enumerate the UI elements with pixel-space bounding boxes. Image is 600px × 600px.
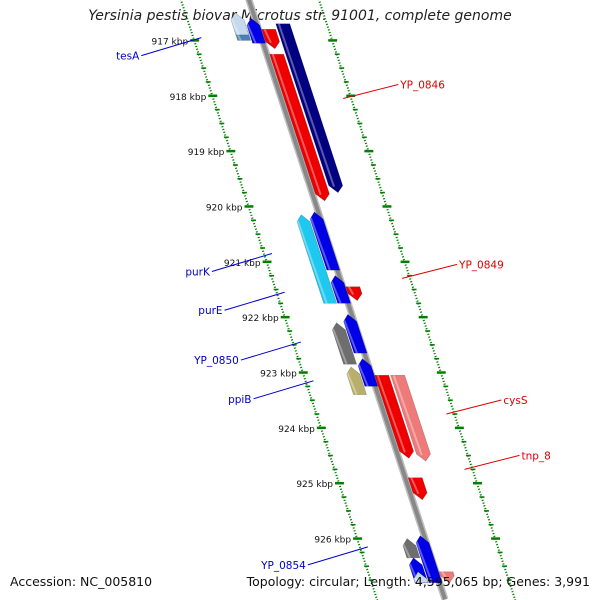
gene-feature[interactable] [345,286,363,302]
kbp-tick-label: 926 kbp [314,536,351,546]
gene-label[interactable]: tesA [116,51,140,63]
gene-feature[interactable] [415,535,443,584]
accession-value: NC_005810 [80,574,153,589]
gene-label[interactable]: YP_0846 [399,80,445,92]
gene-feature[interactable] [407,477,428,501]
gene-feature[interactable] [309,211,341,271]
gene-label[interactable]: YP_0854 [260,560,306,572]
gene-feature-highlight [376,374,406,453]
gene-feature-highlight [357,364,369,387]
gene-feature-highlight [392,374,423,456]
accession-text: Accession: NC_005810 [10,574,152,589]
gene-label[interactable]: ppiB [228,394,251,406]
gene-feature[interactable] [357,358,379,387]
map-title: Yersinia pestis biovar Microtus str. 910… [88,8,512,24]
gene-feature-highlight [271,53,322,196]
gene-labels: tesA YP_0846 purK YP_0849 purE YP_0850 ppiB cys… [116,37,551,572]
gene-label-leader [253,380,314,400]
kbp-tick-label: 917 kbp [152,37,189,47]
kbp-tick-label: 919 kbp [188,148,225,158]
gene-features [230,12,455,584]
kbp-tick-label: 920 kbp [206,203,243,213]
gene-feature-highlight [277,23,335,187]
gene-label[interactable]: tnp_8 [521,450,550,462]
gene-label-leader [224,291,285,311]
kbp-tick-label: 921 kbp [224,259,261,269]
gene-feature[interactable] [261,29,280,50]
kbp-tick-label: 924 kbp [278,425,315,435]
gene-feature-highlight [347,286,355,296]
kbp-tick-label: 923 kbp [260,370,297,380]
gene-label-leader [307,546,368,566]
gene-label[interactable]: purE [198,305,222,317]
kbp-tick-label: 922 kbp [242,314,279,324]
gene-label-leader [141,37,202,57]
accession-label: Accession: [10,574,77,589]
gene-feature-highlight [263,28,272,44]
gene-feature-highlight [402,544,411,559]
gene-feature[interactable] [346,366,367,395]
gene-label[interactable]: purK [185,267,211,279]
genome-summary: Topology: circular; Length: 4,595,065 bp… [246,574,590,589]
gene-feature-highlight [346,372,358,396]
gene-feature-highlight [415,541,434,584]
gene-label-leader [211,253,273,272]
gene-feature-highlight [441,571,447,578]
gene-feature[interactable] [269,53,330,202]
gene-feature-highlight [296,220,328,304]
gene-label-leader [343,84,399,100]
kbp-tick-label: 925 kbp [296,480,333,490]
gene-feature[interactable] [438,571,455,584]
gene-label-leader [240,341,301,361]
gene-feature-highlight [332,328,348,365]
gene-feature[interactable] [275,23,344,194]
gene-feature-highlight [413,577,419,584]
gene-feature[interactable] [374,375,414,459]
gene-feature-highlight [230,18,240,36]
gene-feature-highlight [309,217,331,271]
gene-feature-highlight [410,477,420,495]
gene-feature-highlight [330,281,342,304]
gene-feature-highlight [246,23,257,44]
gene-feature[interactable] [343,313,368,354]
gene-label[interactable]: cysS [503,395,527,407]
kbp-tick-label: 918 kbp [170,93,207,103]
gene-feature[interactable] [246,17,267,44]
gene-feature[interactable] [331,322,358,365]
gene-label-leader [464,454,520,470]
gene-label[interactable]: YP_0849 [458,259,504,271]
gene-feature[interactable] [330,275,352,304]
gene-label-leader [401,263,458,279]
gene-label-leader [446,399,502,415]
gene-feature-highlight [343,320,358,354]
gene-feature[interactable] [296,214,338,304]
gene-feature[interactable] [230,12,250,36]
gene-label[interactable]: YP_0850 [193,355,239,367]
gene-feature[interactable] [390,375,431,462]
gene-feature[interactable] [413,571,429,584]
